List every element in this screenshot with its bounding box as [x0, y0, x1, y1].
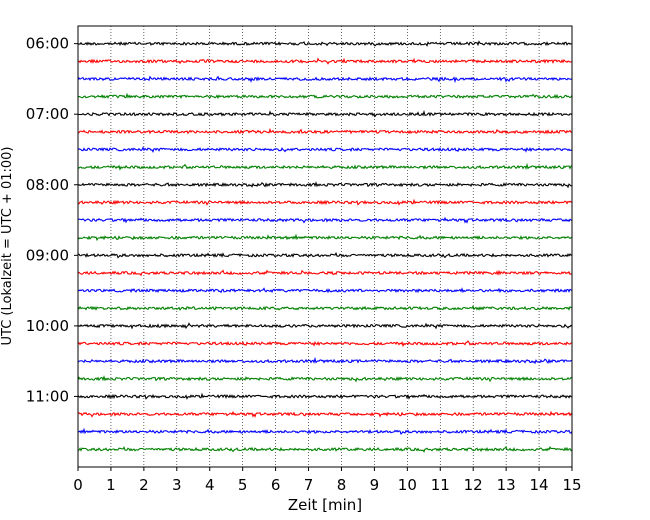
trace-1015 — [77, 340, 573, 348]
y-tick-label: 10:00 — [26, 317, 69, 335]
seismic-traces — [77, 40, 573, 453]
y-axis: 06:00 07:00 08:00 09:00 10:00 11:00 — [26, 35, 78, 405]
trace-1130 — [77, 427, 573, 435]
y-tick-label: 11:00 — [26, 387, 69, 405]
trace-0630 — [77, 75, 573, 84]
trace-0915 — [77, 269, 573, 277]
x-tick-label: 15 — [562, 476, 581, 494]
x-tick-label: 8 — [337, 476, 347, 494]
x-tick-label: 3 — [172, 476, 182, 494]
trace-0600 — [77, 40, 573, 47]
trace-0730 — [77, 146, 573, 153]
trace-1000 — [77, 322, 573, 330]
x-axis-label: Zeit [min] — [288, 496, 362, 514]
x-tick-label: 12 — [464, 476, 483, 494]
trace-0745 — [77, 162, 573, 171]
trace-0845 — [77, 233, 573, 242]
x-tick-label: 10 — [398, 476, 417, 494]
x-tick-label: 7 — [304, 476, 314, 494]
x-tick-label: 11 — [431, 476, 450, 494]
x-tick-label: 5 — [238, 476, 248, 494]
y-tick-label: 07:00 — [26, 105, 69, 123]
y-tick-label: 06:00 — [26, 35, 69, 53]
x-tick-label: 1 — [106, 476, 116, 494]
trace-1030 — [77, 356, 573, 365]
grid-lines — [110, 26, 540, 467]
x-tick-label: 6 — [271, 476, 281, 494]
x-axis: 0 1 2 3 4 5 6 7 8 9 10 11 12 13 14 15 — [73, 467, 582, 494]
plot-frame — [77, 25, 573, 468]
x-tick-label: 0 — [73, 476, 83, 494]
trace-0715 — [77, 127, 573, 135]
x-tick-label: 4 — [205, 476, 215, 494]
x-tick-label: 13 — [497, 476, 516, 494]
trace-0815 — [77, 198, 573, 206]
y-tick-label: 09:00 — [26, 246, 69, 264]
trace-0945 — [77, 305, 573, 311]
trace-0830 — [77, 216, 573, 224]
trace-0900 — [77, 251, 573, 259]
trace-0800 — [77, 181, 573, 189]
x-tick-label: 14 — [530, 476, 549, 494]
trace-1145 — [77, 445, 573, 453]
x-tick-label: 9 — [370, 476, 380, 494]
y-tick-label: 08:00 — [26, 176, 69, 194]
trace-1115 — [77, 410, 573, 418]
trace-1100 — [77, 392, 573, 400]
trace-0645 — [77, 92, 573, 100]
x-tick-label: 2 — [139, 476, 149, 494]
trace-1045 — [77, 375, 573, 383]
trace-0700 — [77, 109, 573, 118]
trace-0615 — [77, 57, 573, 65]
trace-0930 — [77, 287, 573, 294]
y-axis-label: UTC (Lokalzeit = UTC + 01:00) — [0, 147, 15, 346]
